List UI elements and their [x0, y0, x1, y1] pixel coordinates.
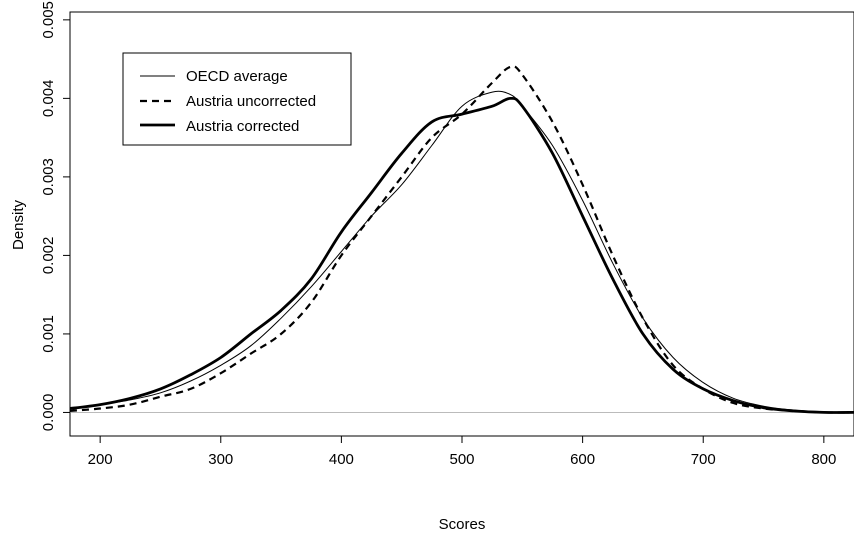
- legend-label-oecd-average: OECD average: [186, 68, 288, 85]
- series-line-austria-corrected: [69, 96, 854, 414]
- x-tick-label: 800: [811, 451, 836, 468]
- y-tick-label: 0.004: [40, 80, 57, 118]
- legend: OECD average Austria uncorrected Austria…: [122, 52, 352, 146]
- legend-label-austria-corrected: Austria corrected: [186, 118, 299, 135]
- series-layer: [69, 65, 854, 414]
- x-axis: 200 300 400 500 600 700 800: [88, 435, 836, 468]
- y-tick-label: 0.000: [40, 394, 57, 432]
- x-tick-label: 500: [449, 451, 474, 468]
- x-tick-label: 200: [88, 451, 113, 468]
- x-tick-label: 600: [570, 451, 595, 468]
- legend-box: [122, 52, 352, 146]
- x-tick-label: 400: [329, 451, 354, 468]
- x-axis-label: Scores: [439, 516, 486, 533]
- y-axis: 0.000 0.001 0.002 0.003 0.004 0.005: [40, 1, 71, 432]
- y-tick-label: 0.003: [40, 158, 57, 196]
- legend-label-austria-uncorrected: Austria uncorrected: [186, 93, 316, 110]
- y-axis-label: Density: [10, 199, 27, 250]
- x-tick-label: 300: [208, 451, 233, 468]
- y-tick-label: 0.005: [40, 1, 57, 39]
- y-tick-label: 0.001: [40, 315, 57, 353]
- series-line-austria-uncorrected: [69, 65, 854, 414]
- x-tick-label: 700: [691, 451, 716, 468]
- y-tick-label: 0.002: [40, 237, 57, 275]
